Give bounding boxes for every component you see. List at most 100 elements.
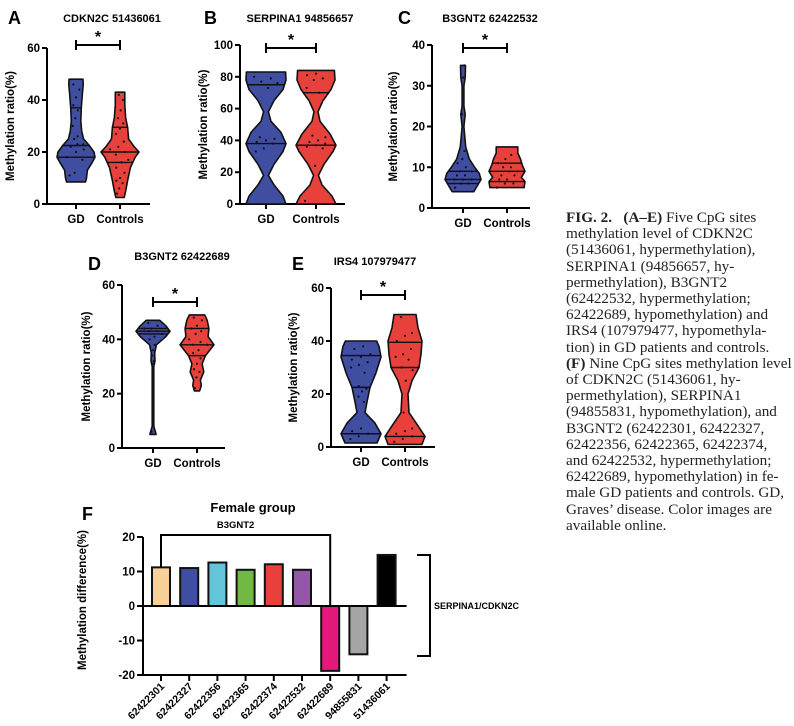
- data-point: [82, 143, 85, 146]
- data-point: [463, 174, 467, 177]
- data-point: [272, 142, 275, 145]
- y-tick-label: 40: [311, 336, 324, 348]
- data-point: [195, 324, 199, 327]
- data-point: [69, 145, 72, 148]
- y-tick-label: 0: [227, 199, 233, 211]
- y-tick-label: 10: [412, 162, 425, 174]
- data-point: [353, 347, 356, 351]
- data-point: [262, 147, 265, 150]
- data-point: [360, 390, 364, 393]
- serpina1-cdkn2c-bracket: [417, 554, 431, 657]
- data-point: [151, 349, 155, 352]
- data-point: [147, 330, 151, 333]
- violin-gd: [444, 64, 482, 193]
- y-tick-label: 0: [129, 601, 135, 613]
- x-tick-label: Controls: [292, 214, 339, 226]
- panel-title: SERPINA1 94856657: [246, 13, 353, 25]
- y-tick-label: 80: [220, 72, 233, 84]
- significance-star: *: [482, 32, 489, 49]
- caption-fig-label: FIG. 2.: [566, 209, 612, 226]
- data-point: [324, 142, 327, 145]
- bar-94855831: [348, 605, 369, 656]
- x-tick-label: Controls: [381, 457, 428, 469]
- data-point: [199, 340, 202, 344]
- data-point: [195, 376, 198, 379]
- data-point: [118, 176, 122, 180]
- caption-part-ae-text: Five CpG sites methylation level of CDKN…: [566, 209, 770, 356]
- data-point: [470, 178, 473, 181]
- data-point: [357, 384, 360, 388]
- significance-star: *: [95, 29, 102, 46]
- data-point: [264, 139, 268, 142]
- violin-controls: [488, 146, 526, 189]
- data-point: [504, 158, 507, 161]
- data-point: [142, 327, 146, 330]
- bar-62422327: [179, 567, 200, 607]
- data-point: [502, 166, 505, 169]
- significance-star: *: [380, 279, 387, 296]
- y-tick-label: 0: [318, 442, 324, 454]
- panel-f: F Female group Methylation difference(%) -2…: [77, 500, 520, 722]
- data-point: [458, 170, 461, 173]
- bracket-label: B3GNT2: [217, 520, 254, 531]
- y-tick-label: 60: [27, 43, 40, 55]
- y-tick-label: 60: [220, 104, 233, 116]
- data-point: [321, 147, 324, 150]
- data-point: [121, 98, 124, 102]
- data-point: [305, 145, 308, 148]
- data-point: [269, 77, 272, 80]
- data-point: [119, 109, 122, 112]
- data-point: [190, 327, 193, 330]
- y-axis-label: Methylation ratio(%): [288, 312, 300, 422]
- data-point: [305, 74, 309, 77]
- data-point: [197, 349, 200, 352]
- data-point: [510, 153, 513, 157]
- data-point: [393, 440, 396, 443]
- data-point: [150, 327, 153, 330]
- data-point: [394, 355, 397, 358]
- data-point: [367, 432, 370, 435]
- panel-letter: E: [292, 254, 304, 274]
- data-point: [505, 178, 509, 181]
- data-point: [500, 174, 503, 177]
- data-point: [498, 178, 501, 181]
- data-point: [456, 162, 459, 165]
- data-point: [503, 182, 506, 185]
- data-point: [461, 158, 464, 161]
- y-tick-label: 20: [102, 389, 115, 401]
- x-tick-label: Controls: [483, 218, 530, 230]
- data-point: [369, 353, 372, 356]
- data-point: [453, 178, 456, 181]
- panel-title: B3GNT2 62422689: [134, 251, 229, 263]
- data-point: [350, 358, 353, 361]
- data-point: [464, 166, 467, 169]
- y-tick-label: 30: [412, 81, 425, 93]
- caption-part-ae-label: (A–E): [623, 209, 663, 226]
- data-point: [118, 127, 122, 130]
- data-point: [359, 355, 363, 358]
- data-point: [463, 149, 466, 153]
- data-point: [192, 368, 196, 371]
- data-point: [409, 347, 413, 351]
- data-point: [453, 186, 457, 189]
- y-tick-label: 60: [311, 283, 324, 295]
- x-tick-label: Controls: [96, 214, 143, 226]
- data-point: [72, 83, 75, 86]
- y-tick-label: 40: [27, 95, 40, 107]
- data-point: [74, 150, 78, 154]
- panel-letter: C: [398, 8, 411, 28]
- data-point: [76, 109, 79, 112]
- panel-letter: D: [88, 254, 101, 274]
- x-tick-label: GD: [352, 457, 369, 469]
- data-point: [117, 145, 120, 148]
- panel-letter: F: [82, 504, 93, 524]
- data-point: [123, 171, 126, 174]
- data-point: [148, 338, 151, 341]
- panel-c: C B3GNT2 62422532 Methylation ratio(%) 0 10 2…: [388, 8, 538, 230]
- data-point: [497, 162, 500, 165]
- data-point: [303, 199, 307, 202]
- y-tick-label: 0: [34, 199, 40, 211]
- data-point: [123, 150, 126, 154]
- data-point: [357, 363, 360, 366]
- data-point: [366, 361, 369, 364]
